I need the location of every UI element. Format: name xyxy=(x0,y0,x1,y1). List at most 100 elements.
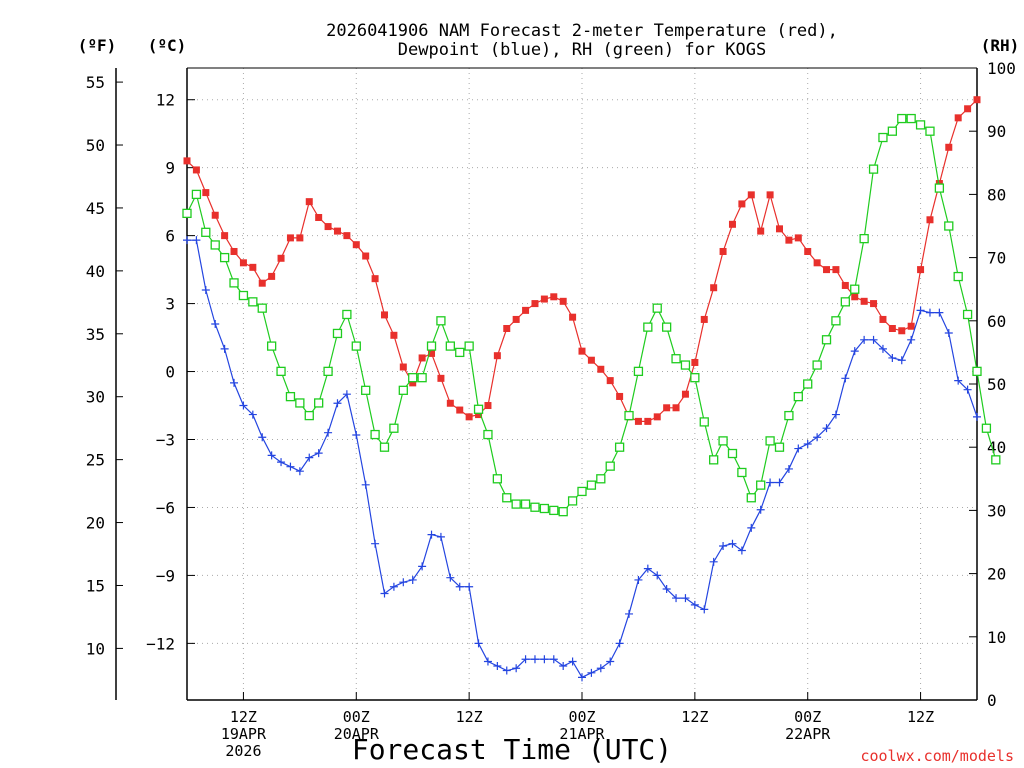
rh-point xyxy=(633,366,644,377)
dewpoint-point xyxy=(324,428,333,437)
rh-line xyxy=(186,117,997,513)
rh-point xyxy=(539,503,550,514)
temperature-point xyxy=(776,225,783,233)
temperature-point xyxy=(597,365,605,373)
temperature-point xyxy=(559,297,567,305)
fahrenheit-tick-label: 55 xyxy=(86,73,105,92)
rh-point xyxy=(614,442,625,452)
rh-point xyxy=(793,391,803,402)
temperature-point xyxy=(954,114,962,122)
x-tick-label: 12Z xyxy=(681,708,708,726)
temperature-point xyxy=(691,358,699,366)
dewpoint-point xyxy=(803,440,812,449)
rh-point xyxy=(962,309,973,320)
dewpoint-point xyxy=(719,541,728,550)
x-tick-label: 00Z xyxy=(794,708,821,726)
x-tick-label: 20APR xyxy=(334,725,380,743)
rh-point xyxy=(332,328,343,339)
dewpoint-point xyxy=(371,539,380,548)
dewpoint-point xyxy=(681,594,690,603)
temperature-point xyxy=(888,325,896,333)
rh-tick-label: 80 xyxy=(987,185,1006,204)
dewpoint-point xyxy=(333,399,342,408)
rh-point xyxy=(361,385,371,395)
dewpoint-point xyxy=(408,575,417,584)
temperature-point xyxy=(409,379,417,387)
rh-point xyxy=(445,341,455,351)
temperature-point xyxy=(230,247,238,255)
rh-point xyxy=(709,455,719,465)
fahrenheit-tick-label: 20 xyxy=(86,514,105,533)
temperature-point xyxy=(371,275,379,283)
temperature-point xyxy=(286,234,294,242)
rh-point xyxy=(680,360,691,370)
rh-point xyxy=(991,455,1001,465)
temperature-point xyxy=(192,166,200,174)
temperature-point xyxy=(305,198,313,206)
dewpoint-point xyxy=(794,444,803,453)
dewpoint-point xyxy=(286,462,295,471)
temperature-point xyxy=(606,377,614,385)
rh-tick-label: 20 xyxy=(987,565,1006,584)
temperature-point xyxy=(315,214,323,222)
dewpoint-point xyxy=(643,564,652,573)
title: 2026041906 NAM Forecast 2-meter Temperat… xyxy=(326,21,838,60)
temperature-point xyxy=(700,315,708,323)
temperature-point xyxy=(719,247,727,255)
rh-point xyxy=(727,448,738,459)
temperature-point xyxy=(578,347,586,355)
dewpoint-point xyxy=(258,433,267,442)
rh-point xyxy=(219,252,230,263)
temperature-point xyxy=(728,220,736,228)
dewpoint-point xyxy=(211,319,220,328)
rh-point xyxy=(577,486,587,497)
dewpoint-point xyxy=(888,353,897,362)
dewpoint-point xyxy=(916,306,925,315)
rh-tick-label: 90 xyxy=(987,122,1006,141)
temperature-point xyxy=(794,234,802,242)
dewpoint-point xyxy=(295,467,304,476)
temperature-point xyxy=(493,352,501,360)
dewpoint-point xyxy=(662,585,671,594)
dewpoint-point xyxy=(314,449,323,458)
temperature-point xyxy=(465,413,473,421)
dewpoint-point xyxy=(766,478,775,487)
dewpoint-point xyxy=(559,662,568,671)
dewpoint-point xyxy=(653,571,662,580)
rh-point xyxy=(586,480,597,490)
temperature-point xyxy=(540,295,548,303)
dewpoint-point xyxy=(869,335,878,344)
dewpoint-point xyxy=(248,410,257,419)
dewpoint-point xyxy=(615,639,624,648)
temperature-point xyxy=(418,354,426,362)
celsius-tick-label: 0 xyxy=(165,363,175,382)
rh-point xyxy=(605,461,615,471)
dewpoint-point xyxy=(483,657,492,666)
rh-point xyxy=(201,227,211,237)
temperature-point xyxy=(644,417,652,425)
dewpoint-point xyxy=(578,673,586,682)
temperature-point xyxy=(766,191,774,199)
rh-tick-label: 0 xyxy=(987,691,997,710)
temperature-point xyxy=(512,315,520,323)
fahrenheit-tick-label: 50 xyxy=(86,136,105,155)
dewpoint-point xyxy=(380,589,389,598)
rh-point xyxy=(502,493,512,503)
temperature-point xyxy=(333,227,341,235)
temperature-point xyxy=(202,189,210,197)
celsius-tick-label: −3 xyxy=(156,430,175,449)
temperature-point xyxy=(747,191,755,199)
rh-point xyxy=(389,423,399,433)
rh-point xyxy=(831,316,841,326)
celsius-tick-label: 6 xyxy=(165,227,175,246)
temperature-point xyxy=(823,266,831,274)
rh-point xyxy=(304,410,314,421)
rh-point xyxy=(492,474,503,484)
rh-point xyxy=(436,316,446,326)
rh-point xyxy=(624,410,634,421)
dewpoint-point xyxy=(418,562,427,571)
rh-point xyxy=(276,366,286,377)
temperature-point xyxy=(475,411,483,419)
rh-point xyxy=(257,303,267,313)
